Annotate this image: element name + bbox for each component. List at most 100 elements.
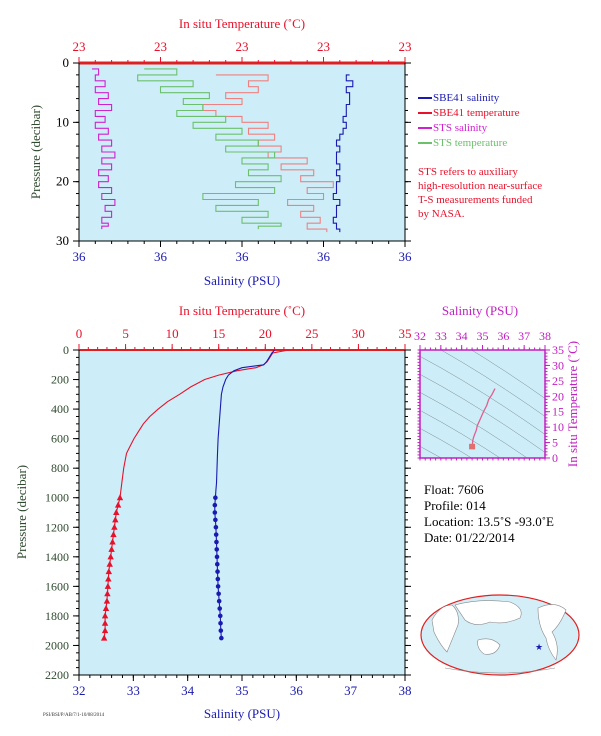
legend-label-sbe41-salinity: SBE41 salinity [433,92,500,104]
series-line-sts-salinity [92,68,116,230]
top-tick-label: 0 [76,326,83,341]
bottom-tick-label: 35 [236,683,249,698]
density-contour [420,356,545,435]
series-line-salinity [214,349,276,639]
left-tick-label: 1800 [45,609,69,623]
top-tick-label: 23 [399,39,412,54]
bottom-tick-label: 33 [127,683,140,698]
marker-temperature [110,531,117,538]
map-land-africa [431,604,459,653]
marker-salinity [214,561,220,567]
top-ticks: 0 5 10 15 20 25 30 35 [76,326,412,350]
float-info: Float: 7606 Profile: 014 Location: 13.5˚… [424,482,554,546]
marker-temperature [114,501,122,508]
top-tick-label: 38 [539,329,551,343]
marker-salinity [213,495,218,501]
location-map: ★ [420,594,580,676]
top-tick-label: 20 [259,326,272,341]
left-tick-label: 1600 [45,579,69,593]
series-line-sbe41-salinity [332,74,354,233]
left-tick-label: 1000 [45,491,69,505]
marker-temperature [116,494,124,501]
full-depth-plot-area [79,350,405,675]
note-line-1: STS refers to auxiliary [418,166,518,178]
left-tick-label: 600 [51,432,69,446]
top-ticks: 23 23 23 23 23 [73,39,412,63]
marker-salinity [216,598,222,604]
note-line-2: high-resolution near-surface [418,180,542,192]
right-tick-label: 5 [552,436,558,450]
right-tick-label: 20 [552,389,564,403]
left-tick-label: 2000 [45,638,69,652]
left-tick-label: 1400 [45,550,69,564]
full-depth-panel: 0 5 10 15 20 25 30 35 32 33 34 35 36 37 38 0 200 400 600… [14,303,412,721]
top-tick-label: 23 [154,39,167,54]
top-tick-label: 25 [305,326,318,341]
marker-salinity [218,620,223,626]
marker-temperature [109,538,116,545]
ts-deep-cluster [469,443,476,450]
right-tick-label: 30 [552,358,564,372]
top-tick-label: 5 [122,326,129,341]
near-surface-panel: 23 23 23 23 23 36 36 36 36 36 0 10 20 30 In situ Te… [28,16,412,288]
full-depth-series [100,349,289,641]
bottom-tick-label: 36 [236,249,250,264]
marker-salinity [215,576,221,582]
note-line-3: T-S measurements funded [418,194,533,206]
float-location-marker: ★ [535,642,543,652]
left-ticks: 0 10 20 30 [56,55,411,248]
marker-salinity [218,628,224,633]
top-tick-label: 32 [414,329,426,343]
file-stamp: PSI/BSI/P/AB/7/1-10/08/2014 [43,713,105,718]
marker-salinity [213,524,219,530]
note-line-4: by NASA. [418,208,465,220]
left-tick-label: 0 [63,55,70,70]
bottom-tick-label: 36 [73,249,87,264]
marker-temperature [101,619,109,626]
ts-series-line [471,388,496,450]
series-line-sts-temperature [137,68,282,230]
top-tick-label: 30 [352,326,365,341]
top-ticks: 32 33 34 35 36 37 38 [414,329,551,350]
top-tick-label: 15 [212,326,225,341]
top-tick-label: 35 [477,329,489,343]
bottom-tick-label: 36 [290,683,304,698]
marker-salinity [214,554,220,560]
marker-temperature [105,568,113,575]
marker-temperature [108,545,115,552]
date: Date: 01/22/2014 [424,530,515,545]
marker-salinity [217,613,223,619]
bottom-ticks: 36 36 36 36 36 [73,241,412,264]
marker-temperature [106,560,113,567]
left-tick-label: 1200 [45,520,69,534]
map-land-antarctica [444,667,556,674]
top-tick-label: 35 [399,326,412,341]
legend-label-sbe41-temperature: SBE41 temperature [433,107,520,119]
marker-salinity [216,591,221,597]
map-land-australia [477,638,501,655]
top-tick-label: 36 [497,329,509,343]
marker-temperature [105,575,112,582]
marker-temperature [111,523,118,530]
top-tick-label: 23 [73,39,86,54]
marker-temperature [113,509,120,515]
marker-temperature [112,516,119,523]
bottom-ticks: 32 33 34 35 36 37 38 [73,675,412,698]
top-axis-title: In situ Temperature (˚C) [179,303,305,318]
float-id: Float: 7606 [424,482,484,497]
right-tick-label: 15 [552,405,564,419]
marker-temperature [104,590,111,597]
top-tick-label: 23 [236,39,249,54]
bottom-axis-title: Salinity (PSU) [204,706,280,721]
marker-salinity [213,517,218,523]
marker-salinity [213,532,219,537]
map-land-asia [454,600,522,625]
left-axis-title: Pressure (decibar) [14,465,29,559]
density-contour [471,350,545,399]
location: Location: 13.5˚S -93.0˚E [424,514,554,529]
bottom-tick-label: 38 [399,683,412,698]
marker-salinity [215,584,221,589]
